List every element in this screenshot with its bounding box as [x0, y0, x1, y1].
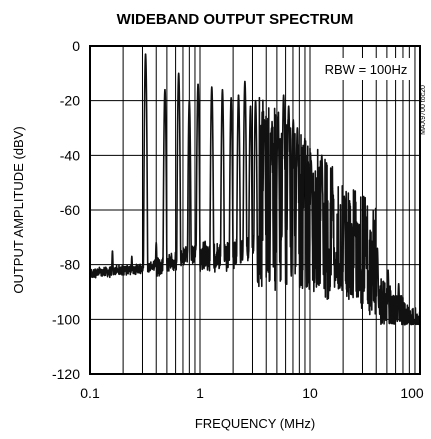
side-label: MAX9700 toc20: [420, 85, 427, 135]
spectrum-peak: [244, 80, 246, 83]
annotation-box: [318, 58, 410, 80]
spectrum-peak: [237, 94, 240, 96]
spectrum-peak: [197, 83, 199, 86]
y-tick-labels: 0 -20 -40 -60 -80 -100 -120: [52, 38, 80, 382]
spectrum-peak: [155, 242, 158, 244]
spectrum-peak: [376, 247, 379, 250]
spectrum-peak: [287, 105, 290, 107]
spectrum-peak: [292, 119, 295, 121]
x-tick-label: 1: [196, 385, 204, 401]
spectrum-peak: [364, 228, 367, 230]
spectrum-peak: [303, 140, 306, 143]
spectrum-peak: [310, 160, 312, 162]
spectrum-peak: [387, 269, 389, 271]
x-axis-label: FREQUENCY (MHz): [195, 416, 315, 431]
x-tick-label: 100: [400, 385, 424, 401]
spectrum-peak: [111, 250, 114, 252]
spectrum-peak: [164, 88, 166, 91]
spectrum-trace: [89, 53, 421, 326]
y-tick-label: -80: [60, 257, 80, 273]
spectrum-peak: [144, 53, 147, 55]
x-tick-label: 10: [302, 385, 318, 401]
spectrum-peak: [188, 99, 191, 102]
spectrum-peak: [131, 255, 133, 258]
spectrum-peak: [270, 127, 273, 129]
spectrum-peak: [177, 72, 180, 75]
chart-title: WIDEBAND OUTPUT SPECTRUM: [117, 11, 354, 28]
spectrum-peak: [296, 127, 299, 129]
spectrum-peak: [320, 154, 323, 157]
rbw-annotation: RBW = 100Hz: [325, 62, 408, 77]
spectrum-peak: [230, 97, 232, 99]
spectrum-peak: [249, 105, 252, 107]
spectrum-peak: [331, 187, 334, 189]
y-tick-label: -120: [52, 366, 80, 382]
x-tick-labels: 0.1 1 10 100: [80, 385, 424, 401]
y-tick-label: -60: [60, 202, 80, 218]
spectrum-line: [89, 53, 421, 326]
spectrum-peak: [343, 195, 346, 198]
spectrum-peak: [354, 209, 356, 211]
spectrum-peak: [277, 116, 279, 118]
y-axis-label: OUTPUT AMPLITUDE (dBV): [11, 126, 26, 293]
spectrum-peak: [210, 86, 213, 88]
spectrum-peak: [254, 99, 257, 102]
y-tick-label: 0: [72, 38, 80, 54]
y-tick-label: -20: [60, 93, 80, 109]
x-tick-label: 0.1: [80, 385, 100, 401]
plot-frame: [89, 45, 421, 375]
spectrum-peak: [221, 88, 224, 91]
y-tick-label: -40: [60, 147, 80, 163]
spectrum-peak: [263, 119, 266, 121]
spectrum-peak: [397, 283, 400, 285]
spectrum-peak: [282, 94, 285, 96]
y-tick-label: -100: [52, 311, 80, 327]
